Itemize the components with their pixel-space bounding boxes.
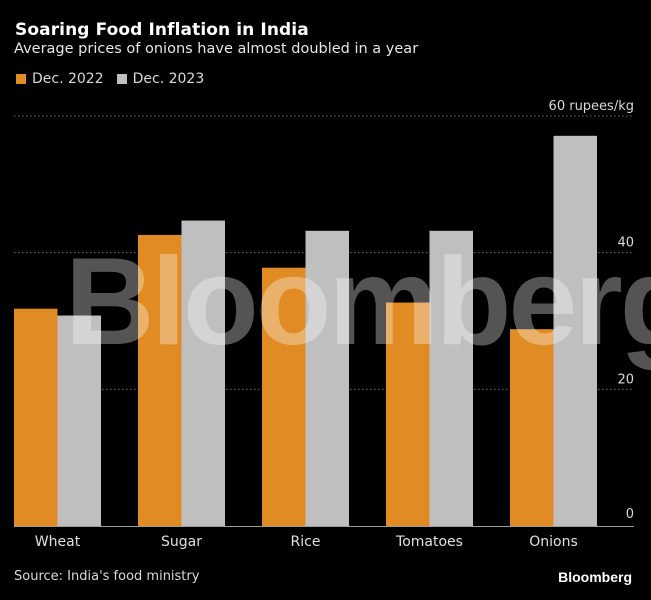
y-axis-ticks: 0 20 40 60 rupees/kg xyxy=(549,99,634,522)
bar-onions-dec-2022 xyxy=(510,329,554,526)
bar-sugar-dec-2022 xyxy=(138,234,182,526)
watermark: Bloomberg xyxy=(65,233,651,371)
bar-wheat-dec-2023 xyxy=(57,315,101,526)
legend-swatch-dec-2023 xyxy=(116,74,127,84)
bar-tomatoes-dec-2022 xyxy=(386,302,430,526)
y-tick-label: 60 rupees/kg xyxy=(549,99,634,114)
bar-wheat-dec-2022 xyxy=(14,308,58,526)
legend-item-dec-2022: Dec. 2022 xyxy=(16,71,104,87)
y-tick-label: 0 xyxy=(626,507,634,522)
x-tick-label: Onions xyxy=(529,534,578,550)
bar-rice-dec-2023 xyxy=(305,230,349,527)
x-tick-label: Tomatoes xyxy=(395,534,463,550)
x-tick-label: Sugar xyxy=(161,534,202,550)
y-tick-label: 40 xyxy=(617,236,634,251)
legend-label-dec-2023: Dec. 2023 xyxy=(132,71,205,87)
source-note: Source: India's food ministry xyxy=(14,569,200,584)
bar-sugar-dec-2023 xyxy=(181,220,225,527)
chart-title: Soaring Food Inflation in India xyxy=(15,20,309,40)
legend-label-dec-2022: Dec. 2022 xyxy=(32,71,104,87)
chart-subtitle: Average prices of onions have almost dou… xyxy=(14,41,419,57)
bar-onions-dec-2023 xyxy=(553,135,597,527)
x-tick-label: Wheat xyxy=(35,534,81,550)
bars xyxy=(14,135,597,527)
y-tick-label: 20 xyxy=(617,372,634,387)
x-axis-labels: Wheat Sugar Rice Tomatoes Onions xyxy=(35,534,578,550)
legend-swatch-dec-2022 xyxy=(16,74,26,84)
bloomberg-logo: Bloomberg xyxy=(558,569,632,585)
bar-tomatoes-dec-2023 xyxy=(429,230,473,527)
legend: Dec. 2022 Dec. 2023 xyxy=(16,71,217,87)
legend-item-dec-2023: Dec. 2023 xyxy=(116,71,205,87)
bar-rice-dec-2022 xyxy=(262,267,306,526)
x-tick-label: Rice xyxy=(291,534,321,550)
